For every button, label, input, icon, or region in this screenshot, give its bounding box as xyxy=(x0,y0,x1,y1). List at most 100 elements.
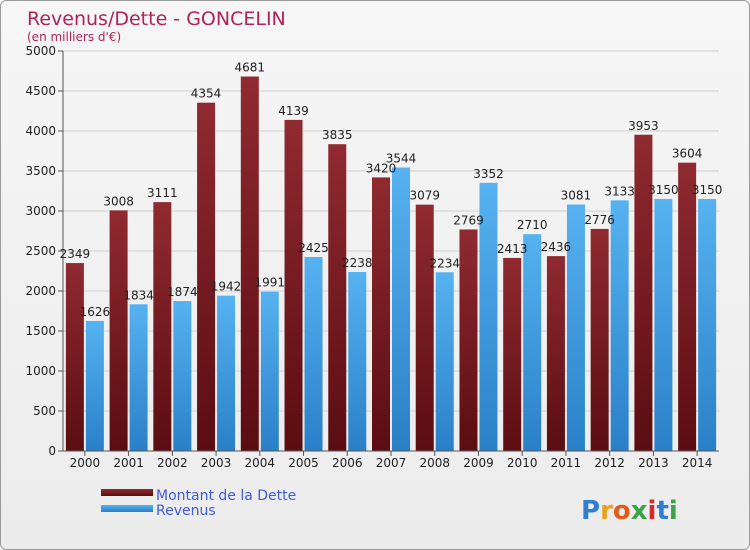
bar-dette-value-label: 3604 xyxy=(672,147,703,161)
bar-revenus-value-label: 1991 xyxy=(255,276,286,290)
bar-revenus-value-label: 3081 xyxy=(561,189,592,203)
bar-dette xyxy=(328,144,347,451)
bar-revenus xyxy=(610,200,629,451)
bar-dette xyxy=(503,257,522,451)
bar-revenus-value-label: 3544 xyxy=(386,151,417,165)
bars-layer xyxy=(65,76,717,452)
y-tick-label: 500 xyxy=(33,404,56,418)
bar-revenus xyxy=(260,291,279,451)
bar-dette xyxy=(372,177,390,451)
y-tick-label: 0 xyxy=(48,444,56,458)
bar-dette xyxy=(634,134,653,451)
x-tick-label: 2000 xyxy=(70,456,101,470)
x-tick-label: 2005 xyxy=(288,456,319,470)
bar-dette xyxy=(459,229,478,451)
x-tick-label: 2002 xyxy=(157,456,188,470)
y-tick-label: 4500 xyxy=(25,84,56,98)
bar-dette-value-label: 3079 xyxy=(409,189,440,203)
bar-revenus xyxy=(129,304,148,451)
bar-revenus-value-label: 1834 xyxy=(123,288,154,302)
grid-layer xyxy=(63,50,719,452)
chart-subtitle: (en milliers d'€) xyxy=(27,30,121,44)
bar-revenus xyxy=(698,199,717,451)
bar-dette-value-label: 2413 xyxy=(497,242,528,256)
bar-dette-value-label: 4354 xyxy=(191,87,222,101)
bar-dette-value-label: 4681 xyxy=(235,61,266,75)
x-tick-label: 2013 xyxy=(638,456,669,470)
x-tick-label: 2009 xyxy=(463,456,494,470)
legend-item-revenus: Revenus xyxy=(101,503,216,519)
x-tick-label: 2011 xyxy=(551,456,582,470)
bar-dette-value-label: 2436 xyxy=(541,240,572,254)
x-tick-label: 2007 xyxy=(376,456,407,470)
bar-revenus xyxy=(217,295,236,451)
y-tick-label: 3500 xyxy=(25,164,56,178)
legend-swatch-revenus xyxy=(101,505,153,512)
bar-dette xyxy=(65,263,84,451)
bar-revenus-value-label: 3133 xyxy=(604,184,635,198)
bar-revenus-value-label: 1874 xyxy=(167,285,198,299)
logo-letter: o xyxy=(613,496,631,526)
bar-dette xyxy=(240,76,259,452)
x-tick-label: 2006 xyxy=(332,456,363,470)
y-tick-label: 3000 xyxy=(25,204,56,218)
logo-letter: i xyxy=(669,496,678,526)
bar-revenus xyxy=(392,167,410,452)
bar-dette xyxy=(284,119,303,451)
bar-revenus xyxy=(523,234,542,451)
y-tick-label: 2500 xyxy=(25,244,56,258)
bar-dette xyxy=(415,204,434,451)
labels-layer: 2349 1626 3008 1834 3111 1874 4354 1942 4681 1991… xyxy=(60,61,723,319)
bar-dette-value-label: 2769 xyxy=(453,213,484,227)
bar-revenus xyxy=(566,204,585,451)
chart-title: Revenus/Dette - GONCELIN xyxy=(27,8,286,30)
x-tick-label: 2012 xyxy=(594,456,625,470)
legend-item-debt: Montant de la Dette xyxy=(101,488,296,504)
bar-dette xyxy=(678,162,697,451)
bar-dette-value-label: 2349 xyxy=(60,247,91,261)
bar-dette xyxy=(153,202,172,451)
bar-dette xyxy=(590,228,609,451)
bar-revenus xyxy=(85,320,104,451)
bar-dette-value-label: 3953 xyxy=(628,119,659,133)
bar-revenus-value-label: 1942 xyxy=(211,280,242,294)
bar-dette xyxy=(197,102,216,452)
bar-revenus xyxy=(304,257,323,451)
bar-revenus-value-label: 3352 xyxy=(473,167,504,181)
bar-dette xyxy=(546,256,565,451)
legend: Montant de la Dette Revenus xyxy=(101,488,296,519)
logo-letter: r xyxy=(600,496,613,526)
x-tick-label: 2004 xyxy=(245,456,276,470)
bar-revenus-value-label: 2234 xyxy=(429,256,460,270)
bar-revenus xyxy=(479,182,498,451)
bar-dette-value-label: 4139 xyxy=(278,104,309,118)
axis-layer: 0 500 1000 1500 2000 2500 3000 3500 4000 4500 5000… xyxy=(25,44,719,470)
x-tick-label: 2014 xyxy=(682,456,713,470)
x-tick-label: 2001 xyxy=(113,456,144,470)
y-tick-label: 1500 xyxy=(25,324,56,338)
y-tick-label: 4000 xyxy=(25,124,56,138)
bar-dette xyxy=(109,210,128,451)
legend-label-revenus: Revenus xyxy=(156,503,216,519)
bar-revenus-value-label: 3150 xyxy=(648,183,679,197)
bar-revenus xyxy=(173,301,192,451)
logo-letter: P xyxy=(581,496,600,526)
y-tick-label: 1000 xyxy=(25,364,56,378)
x-tick-label: 2003 xyxy=(201,456,232,470)
x-tick-label: 2008 xyxy=(419,456,450,470)
x-tick-label: 2010 xyxy=(507,456,538,470)
y-tick-label: 2000 xyxy=(25,284,56,298)
bar-dette-value-label: 3111 xyxy=(147,186,178,200)
legend-label-debt: Montant de la Dette xyxy=(156,488,296,504)
bar-revenus-value-label: 1626 xyxy=(80,305,111,319)
logo-letter: t xyxy=(656,496,668,526)
bar-revenus-value-label: 3150 xyxy=(692,183,723,197)
bar-dette-value-label: 3420 xyxy=(366,161,397,175)
logo-letter: i xyxy=(648,496,657,526)
bar-revenus-value-label: 2238 xyxy=(342,256,373,270)
bar-revenus xyxy=(654,199,673,451)
bar-dette-value-label: 2776 xyxy=(584,213,615,227)
bar-revenus xyxy=(348,271,367,451)
